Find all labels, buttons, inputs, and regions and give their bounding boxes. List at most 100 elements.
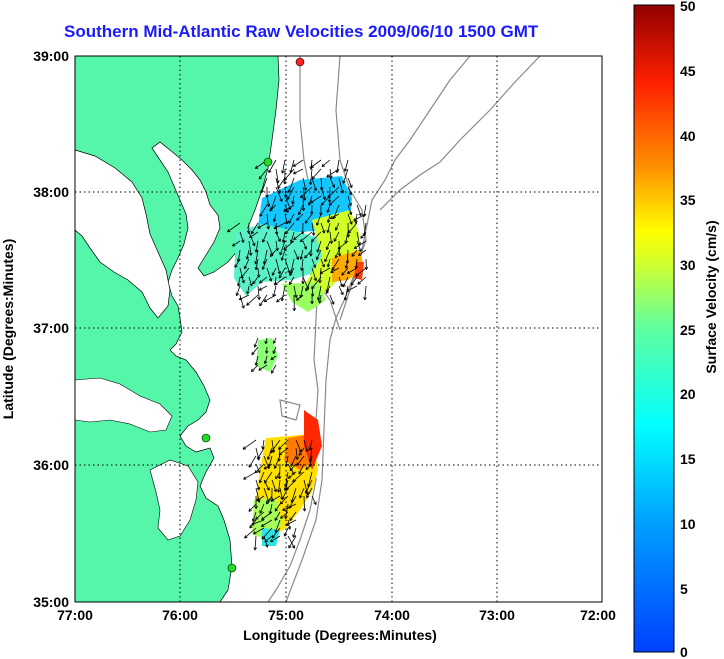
velocity-arrow-head	[304, 221, 309, 224]
velocity-arrow	[319, 267, 331, 275]
velocity-arrow	[320, 222, 325, 234]
velocity-arrow-head	[321, 264, 325, 268]
velocity-arrow	[261, 511, 273, 520]
velocity-arrow-head	[261, 446, 264, 450]
velocity-arrow-head	[337, 248, 341, 250]
velocity-arrow	[243, 471, 257, 480]
velocity-arrow	[304, 213, 313, 224]
velocity-arrow-head	[316, 297, 319, 301]
velocity-arrow	[292, 527, 297, 538]
velocity-arrow-head	[273, 449, 276, 453]
velocity-arrow	[311, 231, 322, 242]
velocity-arrow	[284, 479, 289, 491]
velocity-arrow-head	[290, 240, 294, 244]
velocity-arrow-head	[349, 221, 353, 225]
velocity-arrow	[264, 355, 268, 364]
velocity-arrow	[298, 204, 304, 215]
velocity-arrow-head	[250, 252, 253, 256]
velocity-arrow	[337, 240, 349, 250]
velocity-arrow	[280, 511, 289, 519]
velocity-arrow-head	[315, 277, 317, 281]
x-tick-label: 76:00	[162, 607, 198, 623]
velocity-arrow	[257, 285, 260, 300]
velocity-arrow	[290, 231, 295, 243]
velocity-arrow-head	[311, 285, 313, 289]
velocity-arrow-head	[241, 305, 245, 309]
velocity-arrow	[257, 222, 268, 229]
velocity-arrow-head	[272, 536, 276, 539]
velocity-arrow	[316, 249, 322, 260]
velocity-arrow-head	[310, 164, 313, 168]
velocity-arrow-head	[305, 468, 309, 470]
velocity-arrow-head	[355, 220, 358, 224]
colorbar-tick-label: 25	[680, 322, 696, 338]
velocity-arrow-head	[248, 465, 252, 468]
velocity-arrow	[246, 249, 250, 260]
velocity-arrow	[255, 355, 259, 366]
velocity-arrow-head	[253, 547, 256, 551]
velocity-arrow	[259, 294, 268, 307]
velocity-arrow-head	[257, 470, 261, 474]
velocity-arrow-head	[343, 297, 346, 301]
velocity-arrow	[346, 285, 358, 292]
velocity-arrow-head	[292, 201, 295, 205]
velocity-arrow-head	[293, 236, 296, 240]
velocity-arrow-head	[288, 546, 292, 549]
velocity-arrow-head	[263, 298, 266, 302]
velocity-arrow-head	[287, 475, 290, 479]
velocity-arrow-head	[315, 187, 318, 191]
velocity-arrow	[285, 519, 297, 526]
velocity-arrow	[347, 204, 352, 215]
velocity-arrow	[266, 267, 272, 282]
velocity-arrow-head	[333, 216, 337, 220]
velocity-arrow	[253, 527, 265, 535]
velocity-arrow	[296, 455, 305, 466]
velocity-arrow	[321, 159, 331, 167]
velocity-arrow-head	[321, 165, 326, 167]
velocity-arrow-head	[293, 238, 297, 241]
velocity-arrow	[309, 447, 313, 462]
velocity-arrow-head	[246, 230, 249, 234]
velocity-arrow	[317, 285, 322, 301]
velocity-arrow-head	[298, 453, 302, 456]
velocity-arrow-head	[289, 518, 293, 521]
velocity-arrow	[327, 213, 331, 223]
velocity-arrow-head	[348, 212, 352, 215]
velocity-arrow-head	[251, 370, 255, 372]
velocity-arrow	[274, 455, 281, 469]
velocity-arrow	[344, 285, 349, 301]
velocity-arrow-head	[358, 213, 362, 217]
velocity-arrow	[303, 439, 308, 452]
velocity-arrow	[293, 249, 299, 260]
velocity-arrow-head	[300, 196, 304, 199]
velocity-arrow-head	[363, 233, 367, 237]
velocity-arrow	[275, 231, 281, 242]
velocity-arrow-head	[292, 534, 294, 538]
velocity-arrow-head	[305, 466, 308, 470]
velocity-arrow-head	[248, 510, 252, 512]
velocity-arrow	[288, 276, 295, 285]
velocity-arrow-head	[328, 202, 331, 206]
velocity-arrow	[263, 294, 277, 302]
velocity-arrow-head	[304, 197, 307, 201]
velocity-arrow	[276, 294, 286, 303]
velocity-arrow-head	[283, 487, 286, 491]
velocity-arrow-head	[310, 199, 313, 203]
velocity-arrow-head	[246, 291, 248, 295]
velocity-arrow-head	[246, 256, 250, 260]
velocity-arrow	[273, 213, 277, 222]
velocity-arrow-head	[350, 202, 352, 206]
velocity-arrow	[296, 213, 304, 221]
velocity-arrow-head	[300, 256, 303, 260]
velocity-arrow-head	[275, 248, 278, 252]
velocity-arrow	[292, 471, 305, 483]
velocity-arrow	[238, 294, 250, 301]
velocity-arrow-head	[280, 517, 284, 519]
velocity-arrow-head	[337, 246, 340, 250]
velocity-arrow	[258, 364, 268, 371]
velocity-arrow	[295, 439, 302, 453]
velocity-arrow-head	[277, 271, 281, 275]
velocity-arrow-head	[262, 240, 266, 243]
velocity-arrow-head	[279, 252, 283, 256]
velocity-arrow-head	[262, 267, 266, 270]
